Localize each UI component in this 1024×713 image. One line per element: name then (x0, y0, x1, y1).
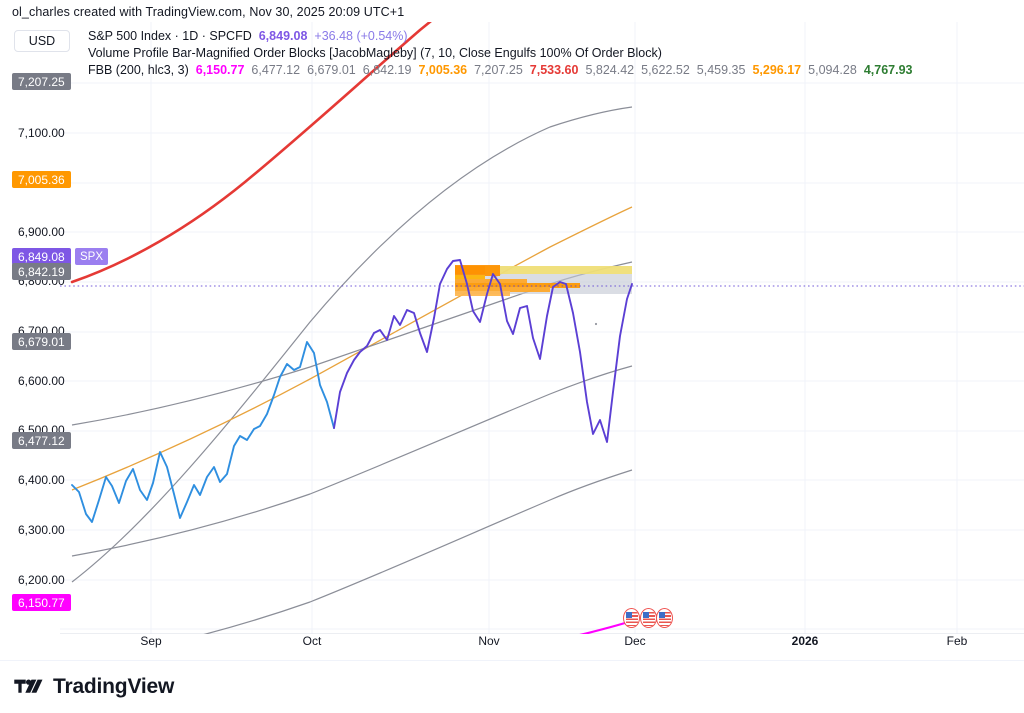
price-line-early (71, 341, 335, 523)
flag-canton (643, 611, 649, 618)
time-tick-feb: Feb (946, 634, 968, 648)
price-line-recent (333, 259, 633, 443)
price-chip-grey-5[interactable]: 6,477.12 (12, 432, 71, 449)
time-axis[interactable]: Sep Oct Nov Dec 2026 Feb (0, 634, 1024, 660)
time-tick-nov: Nov (478, 634, 500, 648)
price-tick-0: 7,100.00 (18, 126, 65, 140)
cursor-dot (594, 322, 598, 326)
price-chip-orange-1[interactable]: 7,005.36 (12, 171, 71, 188)
time-tick-sep: Sep (140, 634, 162, 648)
fbb-band-7207 (71, 106, 633, 583)
flag-canton (659, 611, 665, 618)
chart-panel[interactable] (0, 22, 1024, 634)
fbb-band-lower-magenta (579, 621, 627, 634)
symbol-tag[interactable]: SPX (75, 248, 109, 265)
time-tick-dec: Dec (624, 634, 646, 648)
tradingview-logo-icon (14, 679, 43, 693)
price-tick-4: 6,600.00 (18, 374, 65, 388)
price-chip-magenta-6[interactable]: 6,150.77 (12, 594, 71, 611)
fbb-band-7005 (71, 206, 633, 491)
tradingview-logo: TradingView (14, 675, 174, 699)
price-chip-grey-3[interactable]: 6,842.19 (12, 263, 71, 280)
time-tick-2026: 2026 (791, 634, 819, 648)
attribution-text: ol_charles created with TradingView.com,… (12, 5, 405, 19)
price-tick-1: 6,900.00 (18, 225, 65, 239)
chart-series-layer (60, 22, 1024, 634)
fbb-band-6477 (71, 365, 633, 557)
us-flag-icon[interactable] (656, 608, 673, 628)
fbb-band-upper-red (70, 22, 432, 284)
price-tick-7: 6,300.00 (18, 523, 65, 537)
us-flag-icon[interactable] (623, 608, 640, 628)
price-chip-grey-0[interactable]: 7,207.25 (12, 73, 71, 90)
brand-name: TradingView (53, 675, 175, 698)
price-chip-grey-4[interactable]: 6,679.01 (12, 333, 71, 350)
time-tick-oct: Oct (302, 634, 322, 648)
brand-bar: TradingView (0, 660, 1024, 713)
flag-canton (626, 611, 632, 618)
price-chip-purple-2[interactable]: 6,849.08 (12, 248, 71, 265)
price-tick-8: 6,200.00 (18, 573, 65, 587)
us-flag-icon[interactable] (640, 608, 657, 628)
price-tick-6: 6,400.00 (18, 473, 65, 487)
currency-badge[interactable]: USD (14, 30, 70, 52)
fbb-band-lowest-grey (203, 469, 633, 634)
